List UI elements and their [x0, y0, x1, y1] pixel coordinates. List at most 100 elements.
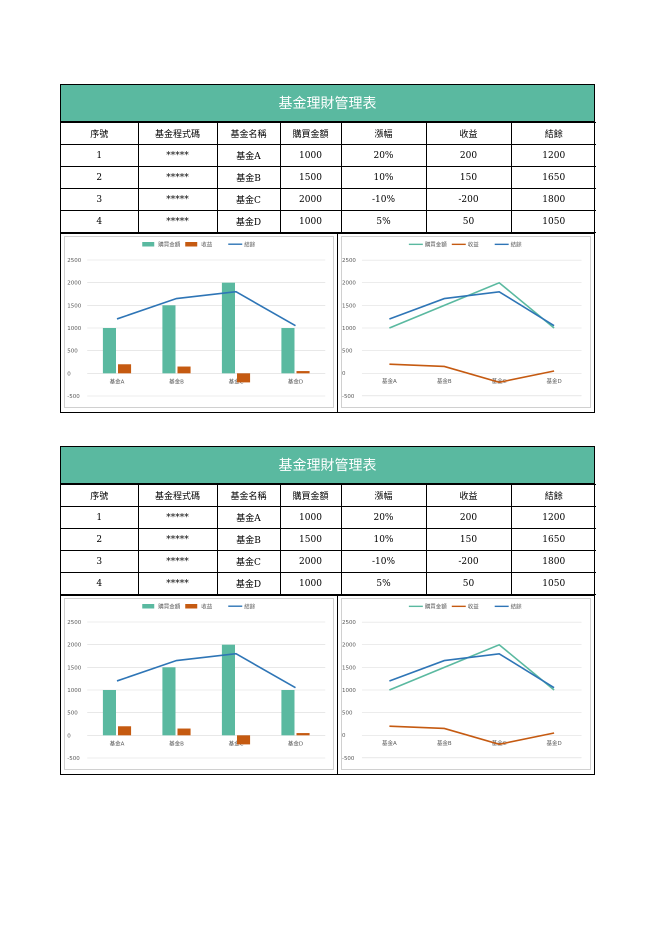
table-cell: 1650: [510, 166, 596, 189]
y-tick-label: 0: [342, 733, 346, 739]
table-cell: 150: [425, 528, 512, 551]
table-cell: -200: [425, 550, 512, 573]
series-line: [389, 290, 555, 327]
table-cell: *****: [137, 550, 218, 573]
y-tick-label: 500: [67, 711, 78, 717]
legend-label: 結餘: [244, 603, 256, 611]
y-tick-label: 2500: [342, 620, 356, 626]
y-tick-label: 1500: [67, 303, 81, 309]
y-tick-label: -500: [342, 756, 355, 762]
y-tick-label: 2500: [342, 258, 356, 264]
table-cell: 200: [425, 506, 512, 529]
y-tick-label: 1500: [342, 665, 356, 671]
table-cell: 50: [425, 572, 512, 595]
legend-swatch: [142, 604, 155, 609]
legend-label: 收益: [201, 241, 213, 249]
y-tick-label: 500: [342, 349, 353, 355]
y-tick-label: 1500: [342, 303, 356, 309]
legend-label: 收益: [201, 603, 213, 611]
table-cell: 基金D: [216, 210, 281, 233]
table-cell: 1000: [279, 506, 342, 529]
table-cell: 1500: [279, 166, 342, 189]
column-header: 購買金額: [279, 484, 342, 507]
table-cell: 20%: [340, 506, 427, 529]
series-line: [389, 281, 556, 329]
table-cell: 1050: [510, 572, 596, 595]
series-line: [389, 643, 556, 691]
table-cell: 2: [61, 528, 139, 551]
table-row: 4 ***** 基金D 1000 5% 50 1050: [61, 210, 596, 233]
table-title: 基金理財管理表: [61, 85, 594, 122]
table-row: 3 ***** 基金C 2000 -10% -200 1800: [61, 550, 596, 573]
y-tick-label: -500: [67, 394, 80, 400]
x-tick-label: 基金D: [288, 739, 303, 747]
bar: [281, 328, 295, 374]
bar: [177, 728, 191, 736]
table-cell: 基金B: [216, 528, 281, 551]
y-tick-label: 2000: [342, 281, 356, 287]
column-header: 漲幅: [340, 484, 427, 507]
table-cell: *****: [137, 506, 218, 529]
table-title: 基金理財管理表: [61, 447, 594, 484]
table-cell: -10%: [340, 550, 427, 573]
table-cell: 3: [61, 550, 139, 573]
table-cell: 5%: [340, 572, 427, 595]
bar: [162, 667, 176, 736]
legend-label: 收益: [468, 603, 479, 611]
table-cell: 基金B: [216, 166, 281, 189]
table-cell: 5%: [340, 210, 427, 233]
table-cell: 150: [425, 166, 512, 189]
table-header-row: 序號 基金程式碼 基金名稱 購買金額 漲幅 收益 結餘: [61, 484, 596, 507]
x-tick-label: 基金D: [288, 377, 303, 385]
bar: [177, 366, 191, 374]
table-cell: 1000: [279, 572, 342, 595]
line-chart: -500 0 500 1000 1500 2000 2500 購買金額 收益 結餘 基金A 基金B 基金…: [337, 596, 594, 774]
table-row: 1 ***** 基金A 1000 20% 200 1200: [61, 144, 596, 167]
table-cell: 1500: [279, 528, 342, 551]
x-tick-label: 基金B: [437, 377, 452, 385]
table-row: 2 ***** 基金B 1500 10% 150 1650: [61, 166, 596, 189]
table-cell: 4: [61, 572, 139, 595]
x-tick-label: 基金B: [437, 739, 452, 747]
charts-row: -500 0 500 1000 1500 2000 2500 購買金額 收益 結餘 基金A 基金B 基金…: [61, 233, 594, 412]
table-cell: 1000: [279, 144, 342, 167]
table-cell: 1: [61, 144, 139, 167]
y-tick-label: 0: [67, 371, 71, 377]
table-cell: 1: [61, 506, 139, 529]
column-header: 結餘: [510, 484, 596, 507]
table-row: 3 ***** 基金C 2000 -10% -200 1800: [61, 188, 596, 211]
table-cell: 200: [425, 144, 512, 167]
column-header: 收益: [425, 484, 512, 507]
x-tick-label: 基金B: [169, 377, 184, 385]
y-tick-label: -500: [67, 756, 80, 762]
y-tick-label: 500: [67, 349, 78, 355]
legend-label: 購買金額: [158, 603, 181, 611]
legend-label: 購買金額: [425, 603, 447, 611]
column-header: 基金名稱: [216, 122, 281, 145]
bar: [221, 282, 235, 374]
fund-table: 序號 基金程式碼 基金名稱 購買金額 漲幅 收益 結餘 1 ***** 基金A …: [61, 484, 596, 595]
table-cell: 1200: [510, 506, 596, 529]
y-tick-label: 1000: [342, 326, 356, 332]
column-header: 基金程式碼: [137, 122, 218, 145]
bar: [236, 373, 251, 383]
legend-label: 購買金額: [158, 241, 181, 249]
table-cell: 基金A: [216, 144, 281, 167]
column-header: 結餘: [510, 122, 596, 145]
table-row: 1 ***** 基金A 1000 20% 200 1200: [61, 506, 596, 529]
x-tick-label: 基金C: [229, 377, 244, 385]
bar: [236, 735, 251, 745]
table-cell: 10%: [340, 528, 427, 551]
y-tick-label: 2000: [67, 281, 81, 287]
series-line: [116, 652, 296, 689]
legend-label: 結餘: [511, 241, 522, 249]
line-chart: -500 0 500 1000 1500 2000 2500 購買金額 收益 結餘 基金A 基金B 基金…: [337, 234, 594, 412]
column-header: 序號: [61, 484, 139, 507]
column-header: 基金名稱: [216, 484, 281, 507]
table-cell: 1000: [279, 210, 342, 233]
x-tick-label: 基金C: [229, 739, 244, 747]
